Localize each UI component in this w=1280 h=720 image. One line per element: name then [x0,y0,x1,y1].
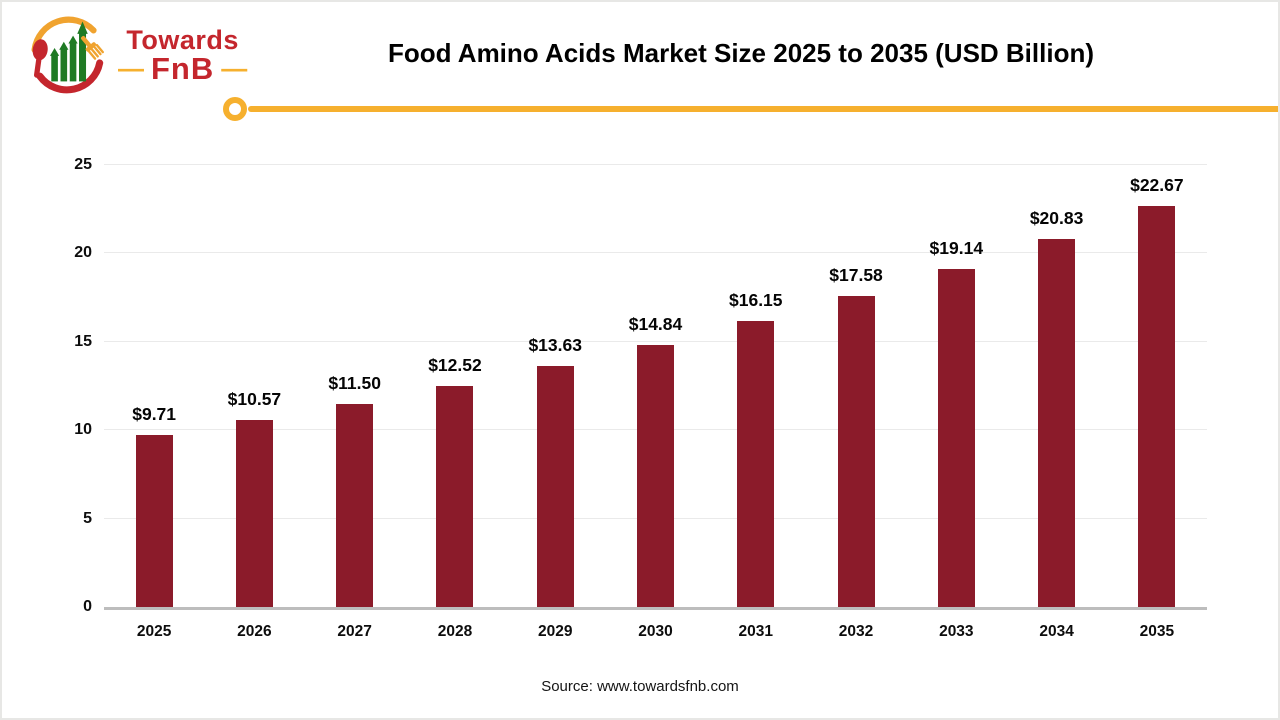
gridline [104,340,1207,342]
x-tick-label: 2025 [136,623,172,640]
brand-name-fnb-row: — FnB — [118,53,247,84]
brand-dash-left: — [118,52,144,83]
bar-value-label: $13.63 [528,335,582,356]
brand-name-towards: Towards [126,24,239,55]
x-axis: 2025 2026 2027 2028 2029 2030 2031 2032 2033 2034… [104,607,1207,647]
y-tick-label: 15 [74,332,92,350]
x-tick-label: 2033 [939,623,974,640]
bar [235,420,273,607]
bar [637,344,674,607]
bar-value-label: $11.50 [328,372,381,393]
bar [336,403,374,607]
x-tick-label: 2032 [838,623,874,640]
y-axis: 0 5 10 15 20 25 [40,156,92,615]
x-tick-label: 2031 [738,623,774,640]
bar-value-label: $14.84 [628,313,683,334]
divider-ring-icon [223,97,247,121]
brand-logo: Towards — FnB — [24,14,247,96]
bar-value-label: $9.71 [132,404,177,425]
logo-arc-red [36,59,104,94]
bar [135,435,173,607]
bar [536,366,574,607]
bar-value-label: $16.15 [729,290,783,311]
y-tick-label: 10 [74,421,92,439]
x-tick-label: 2028 [437,623,473,640]
bar [737,321,775,607]
x-tick-label: 2029 [537,623,573,640]
gridline [104,164,1207,165]
bar-value-label: $22.67 [1130,175,1184,196]
brand-text: Towards — FnB — [118,24,247,84]
bar-value-label: $19.14 [929,237,984,258]
gridline [104,252,1207,254]
bar-value-label: $17.58 [829,265,883,286]
bar [1138,206,1176,607]
brand-dash-right: — [221,52,248,83]
bar [1038,238,1076,607]
bar-value-label: $20.83 [1029,207,1084,228]
x-tick-label: 2026 [237,623,272,640]
x-tick-label: 2027 [337,623,372,640]
bar [436,385,474,607]
spoon-icon [32,39,48,78]
source-text: Source: www.towardsfnb.com [541,678,739,695]
bar [937,268,975,607]
plot-area: $9.71 $10.57 $11.50 $12.52 $13.63 $14.84 $16.1… [104,164,1207,610]
y-tick-label: 5 [83,509,92,527]
x-tick-label: 2030 [638,623,673,640]
y-tick-label: 0 [83,598,92,615]
brand-logo-icon [31,16,104,94]
chart-title: Food Amino Acids Market Size 2025 to 203… [388,38,1094,68]
divider-line [248,106,1278,112]
growth-bars-icon [49,21,88,82]
bar-value-label: $10.57 [227,389,282,410]
bar-value-label: $12.52 [428,354,482,375]
y-tick-label: 20 [74,244,92,262]
fork-icon [80,35,104,60]
bar [837,296,875,607]
x-tick-label: 2035 [1139,623,1175,640]
x-tick-label: 2034 [1039,623,1074,640]
brand-name-fnb: FnB [151,51,215,87]
y-tick-label: 25 [74,156,92,173]
logo-arc-yellow [31,16,97,53]
